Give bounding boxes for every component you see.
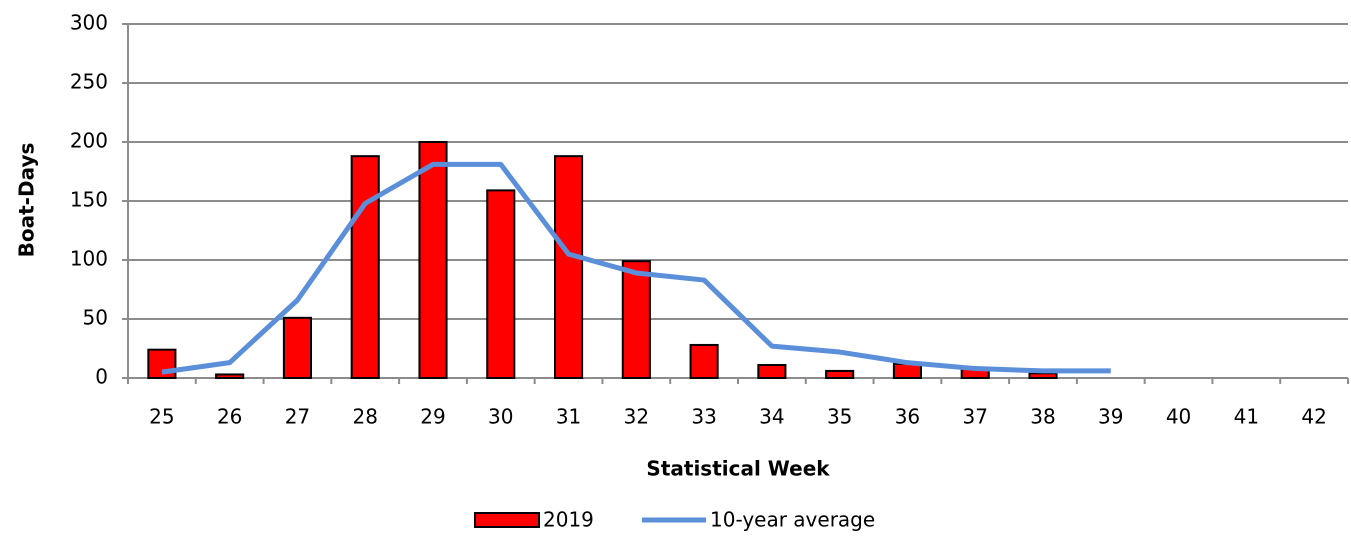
y-tick-label: 250 (70, 70, 108, 94)
x-tick-label: 38 (1030, 405, 1055, 429)
x-tick-label: 29 (420, 405, 445, 429)
bar (554, 155, 584, 379)
x-tick-label: 28 (352, 405, 377, 429)
legend-swatch (474, 512, 540, 528)
x-tick-label: 30 (488, 405, 513, 429)
x-tick-label: 27 (285, 405, 310, 429)
x-tick-label: 41 (1234, 405, 1259, 429)
bar (621, 260, 651, 379)
legend-label: 10-year average (710, 508, 875, 532)
bar (147, 348, 177, 379)
x-tick-label: 35 (827, 405, 852, 429)
y-tick-label: 0 (95, 365, 108, 389)
x-tick-label: 25 (149, 405, 174, 429)
bar (757, 364, 787, 379)
line (161, 161, 1111, 375)
x-tick-label: 26 (217, 405, 242, 429)
bar (689, 343, 719, 379)
bar (486, 189, 516, 379)
bar (825, 369, 855, 380)
y-tick-label: 150 (70, 188, 108, 212)
x-tick-label: 31 (556, 405, 581, 429)
y-tick-label: 200 (70, 129, 108, 153)
x-tick-label: 33 (691, 405, 716, 429)
y-tick-label: 300 (70, 11, 108, 35)
bar (350, 155, 380, 379)
bar (1028, 372, 1058, 379)
x-tick-label: 34 (759, 405, 784, 429)
x-tick-label: 39 (1098, 405, 1123, 429)
bar (282, 316, 312, 380)
x-tick-label: 32 (624, 405, 649, 429)
x-tick-label: 42 (1301, 405, 1326, 429)
x-tick-label: 37 (962, 405, 987, 429)
x-axis-title: Statistical Week (646, 457, 830, 481)
y-axis-title: Boat-Days (15, 143, 39, 258)
x-tick-label: 40 (1166, 405, 1191, 429)
legend-label: 2019 (543, 508, 594, 532)
bar (418, 141, 448, 379)
bar (215, 373, 245, 379)
x-tick-label: 36 (895, 405, 920, 429)
y-tick-label: 100 (70, 247, 108, 271)
y-tick-label: 50 (83, 306, 108, 330)
